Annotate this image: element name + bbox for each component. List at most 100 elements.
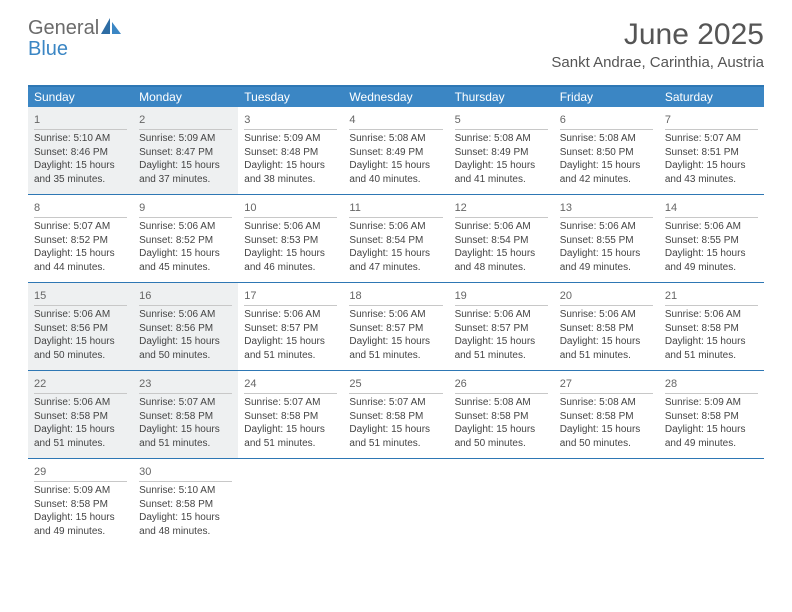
day-cell: 6Sunrise: 5:08 AMSunset: 8:50 PMDaylight… [554, 107, 659, 194]
day-detail-line: Sunrise: 5:06 AM [139, 308, 232, 322]
day-cell: 1Sunrise: 5:10 AMSunset: 8:46 PMDaylight… [28, 107, 133, 194]
day-cell: 19Sunrise: 5:06 AMSunset: 8:57 PMDayligh… [449, 283, 554, 370]
day-detail-line: Sunset: 8:55 PM [560, 234, 653, 248]
day-detail-line: Sunset: 8:47 PM [139, 146, 232, 160]
day-number-row: 27 [560, 374, 653, 394]
day-number-row: 5 [455, 110, 548, 130]
day-detail-line: Sunset: 8:58 PM [139, 410, 232, 424]
day-number: 21 [665, 290, 677, 302]
day-number-row: 4 [349, 110, 442, 130]
weeks-container: 1Sunrise: 5:10 AMSunset: 8:46 PMDaylight… [28, 107, 764, 546]
day-detail-line: Sunrise: 5:07 AM [139, 396, 232, 410]
day-detail-line: and 48 minutes. [139, 525, 232, 539]
day-number: 18 [349, 290, 361, 302]
day-number: 10 [244, 202, 256, 214]
day-detail-line: and 46 minutes. [244, 261, 337, 275]
day-cell: 26Sunrise: 5:08 AMSunset: 8:58 PMDayligh… [449, 371, 554, 458]
day-detail-line: and 47 minutes. [349, 261, 442, 275]
day-detail-line: Sunset: 8:52 PM [34, 234, 127, 248]
day-detail-line: and 49 minutes. [34, 525, 127, 539]
day-cell [659, 459, 764, 546]
day-detail-line: Daylight: 15 hours [139, 335, 232, 349]
day-detail-line: Sunrise: 5:07 AM [34, 220, 127, 234]
day-number: 6 [560, 114, 566, 126]
day-detail-line: Sunset: 8:58 PM [665, 410, 758, 424]
day-detail-line: Sunrise: 5:09 AM [244, 132, 337, 146]
day-number: 27 [560, 378, 572, 390]
day-number: 23 [139, 378, 151, 390]
day-detail-line: and 50 minutes. [455, 437, 548, 451]
day-detail-line: and 50 minutes. [560, 437, 653, 451]
day-detail-line: and 51 minutes. [560, 349, 653, 363]
day-number: 24 [244, 378, 256, 390]
day-cell: 16Sunrise: 5:06 AMSunset: 8:56 PMDayligh… [133, 283, 238, 370]
day-cell: 2Sunrise: 5:09 AMSunset: 8:47 PMDaylight… [133, 107, 238, 194]
day-cell: 30Sunrise: 5:10 AMSunset: 8:58 PMDayligh… [133, 459, 238, 546]
day-number: 8 [34, 202, 40, 214]
day-number-row: 25 [349, 374, 442, 394]
day-number: 4 [349, 114, 355, 126]
day-cell [449, 459, 554, 546]
day-detail-line: Sunrise: 5:08 AM [455, 132, 548, 146]
day-detail-line: and 40 minutes. [349, 173, 442, 187]
day-number: 16 [139, 290, 151, 302]
day-detail-line: Sunrise: 5:06 AM [244, 220, 337, 234]
day-cell [238, 459, 343, 546]
day-number-row: 24 [244, 374, 337, 394]
day-detail-line: Daylight: 15 hours [34, 511, 127, 525]
day-detail-line: Sunrise: 5:06 AM [349, 308, 442, 322]
day-number-row: 3 [244, 110, 337, 130]
day-detail-line: Sunset: 8:53 PM [244, 234, 337, 248]
day-number-row: 28 [665, 374, 758, 394]
day-detail-line: Sunrise: 5:06 AM [34, 396, 127, 410]
weekday-header: Sunday [28, 87, 133, 107]
day-detail-line: Sunrise: 5:06 AM [665, 308, 758, 322]
day-detail-line: Daylight: 15 hours [665, 335, 758, 349]
day-detail-line: Sunset: 8:55 PM [665, 234, 758, 248]
day-detail-line: and 48 minutes. [455, 261, 548, 275]
day-number-row: 22 [34, 374, 127, 394]
day-cell [554, 459, 659, 546]
day-detail-line: and 51 minutes. [34, 437, 127, 451]
day-detail-line: Sunrise: 5:08 AM [455, 396, 548, 410]
day-cell: 8Sunrise: 5:07 AMSunset: 8:52 PMDaylight… [28, 195, 133, 282]
day-detail-line: Sunrise: 5:06 AM [455, 220, 548, 234]
day-cell: 10Sunrise: 5:06 AMSunset: 8:53 PMDayligh… [238, 195, 343, 282]
day-detail-line: Daylight: 15 hours [139, 511, 232, 525]
day-number: 9 [139, 202, 145, 214]
day-number: 17 [244, 290, 256, 302]
day-detail-line: Sunset: 8:58 PM [665, 322, 758, 336]
day-detail-line: Daylight: 15 hours [455, 159, 548, 173]
day-detail-line: Daylight: 15 hours [665, 159, 758, 173]
day-cell: 12Sunrise: 5:06 AMSunset: 8:54 PMDayligh… [449, 195, 554, 282]
day-detail-line: and 45 minutes. [139, 261, 232, 275]
week-row: 29Sunrise: 5:09 AMSunset: 8:58 PMDayligh… [28, 459, 764, 546]
day-number: 15 [34, 290, 46, 302]
day-detail-line: Sunrise: 5:09 AM [34, 484, 127, 498]
month-title: June 2025 [551, 18, 764, 52]
day-detail-line: Daylight: 15 hours [560, 247, 653, 261]
weekday-header: Tuesday [238, 87, 343, 107]
day-cell: 15Sunrise: 5:06 AMSunset: 8:56 PMDayligh… [28, 283, 133, 370]
weekday-header: Thursday [449, 87, 554, 107]
day-cell: 17Sunrise: 5:06 AMSunset: 8:57 PMDayligh… [238, 283, 343, 370]
day-detail-line: Daylight: 15 hours [139, 159, 232, 173]
day-detail-line: Sunrise: 5:07 AM [349, 396, 442, 410]
day-number-row: 23 [139, 374, 232, 394]
day-detail-line: Sunrise: 5:10 AM [34, 132, 127, 146]
day-detail-line: Sunset: 8:57 PM [244, 322, 337, 336]
day-detail-line: Daylight: 15 hours [665, 423, 758, 437]
day-detail-line: Sunset: 8:49 PM [455, 146, 548, 160]
weekday-header: Monday [133, 87, 238, 107]
day-detail-line: and 51 minutes. [244, 437, 337, 451]
logo-text-block: General Blue [28, 18, 121, 60]
day-number-row: 30 [139, 462, 232, 482]
day-number: 22 [34, 378, 46, 390]
day-detail-line: Sunrise: 5:08 AM [560, 132, 653, 146]
day-cell [343, 459, 448, 546]
logo: General Blue [28, 18, 121, 60]
day-detail-line: Sunset: 8:58 PM [349, 410, 442, 424]
day-number-row: 20 [560, 286, 653, 306]
day-number-row: 7 [665, 110, 758, 130]
title-block: June 2025 Sankt Andrae, Carinthia, Austr… [551, 18, 764, 71]
